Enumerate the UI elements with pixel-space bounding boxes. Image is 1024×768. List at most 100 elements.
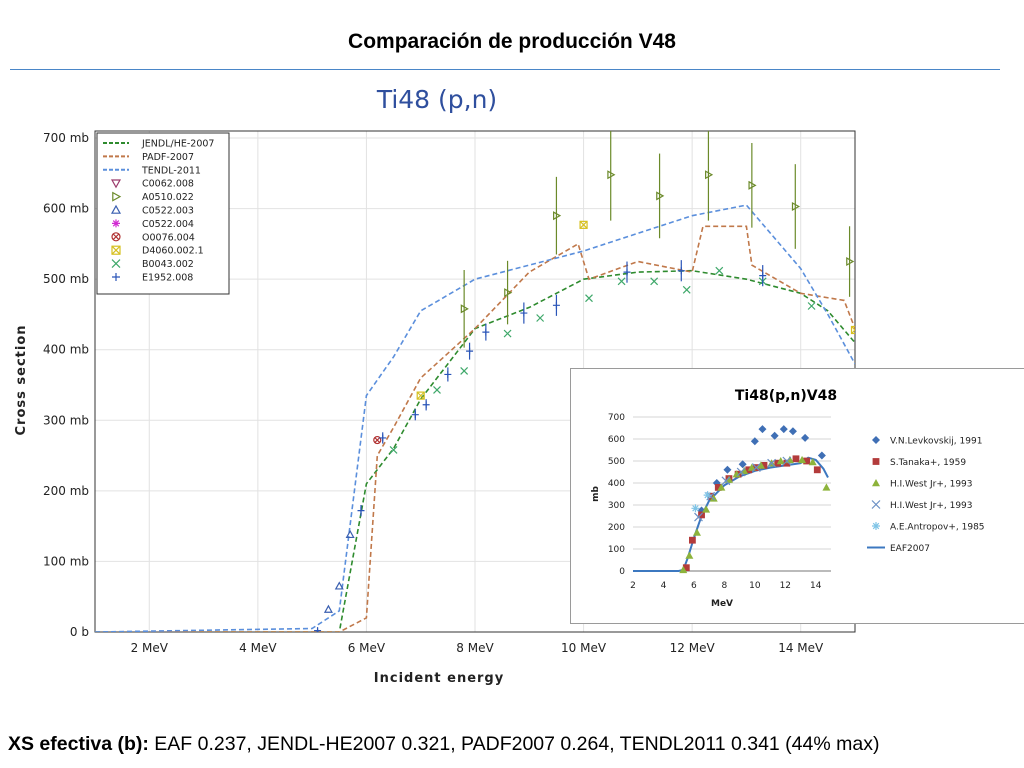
- y-tick-label: 0 b: [70, 625, 89, 639]
- inset-legend-marker: [871, 500, 881, 509]
- legend-marker: [112, 219, 120, 228]
- inset-y-tick-label: 400: [608, 479, 625, 489]
- series-line-jendl-he-2007: [95, 269, 855, 632]
- x-tick-label: 14 MeV: [778, 641, 824, 655]
- data-point-e1952-008: [357, 507, 365, 515]
- inset-x-axis-label: MeV: [711, 599, 733, 609]
- data-point-b0043-002: [807, 302, 816, 310]
- inset-y-tick-label: 600: [608, 435, 625, 445]
- inset-data-point-h-i-west-jr-1993-2: [808, 458, 817, 466]
- data-point-b0043-002: [389, 446, 398, 454]
- series-line-tendl-2011: [95, 204, 855, 632]
- inset-legend-label: S.Tanaka+, 1959: [890, 458, 966, 468]
- data-point-b0043-002: [682, 285, 691, 294]
- data-point-a0510-022: [748, 180, 757, 190]
- data-point-e1952-008: [482, 328, 490, 336]
- data-point-b0043-002: [715, 266, 724, 275]
- data-point-a0510-022: [607, 170, 616, 180]
- inset-data-point-a-e-antropov-1985-4: [691, 504, 700, 513]
- data-point-e1952-008: [623, 268, 631, 276]
- main-chart-title: Ti48 (p,n): [376, 85, 497, 114]
- legend-marker: [110, 204, 122, 214]
- y-tick-label: 600 mb: [43, 202, 89, 216]
- x-tick-label: 10 MeV: [561, 641, 607, 655]
- inset-chart: Ti48(p,n)V48 0 100 200 300 400 500 600 700 2 4 6 8 10…: [591, 388, 985, 609]
- inset-data-point-h-i-west-jr-1993-2: [747, 463, 756, 471]
- inset-data-point-s-tanaka-1959-1: [803, 457, 811, 465]
- inset-data-point-s-tanaka-1959-1: [792, 455, 800, 463]
- inset-y-tick-label: 300: [608, 501, 625, 511]
- data-point-b0043-002: [617, 277, 626, 286]
- legend-label: C0522.004: [142, 219, 194, 230]
- y-tick-label: 400 mb: [43, 343, 89, 357]
- data-point-e1952-008: [411, 411, 419, 419]
- data-point-e1952-008: [444, 370, 452, 378]
- inset-data-point-s-tanaka-1959-1: [682, 564, 690, 572]
- inset-x-tick-label: 8: [722, 581, 728, 591]
- x-tick-label: 12 MeV: [670, 641, 716, 655]
- inset-data-point-v-n-levkovskij-1991-0: [770, 431, 779, 440]
- slide-title: Comparación de producción V48: [348, 30, 676, 53]
- legend-label: JENDL/HE-2007: [141, 139, 214, 150]
- y-tick-label: 200 mb: [43, 484, 89, 498]
- series-line-padf-2007: [95, 225, 855, 632]
- inset-x-tick-label: 2: [630, 581, 636, 591]
- inset-series-line-eaf2007: [633, 456, 829, 572]
- data-point-d4060-002-1: [579, 220, 588, 229]
- inset-data-point-h-i-west-jr-1993-2: [776, 457, 785, 465]
- inset-data-point-h-i-west-jr-1993-2: [709, 494, 718, 502]
- inset-data-point-h-i-west-jr-1993-2: [679, 565, 688, 574]
- inset-data-point-h-i-west-jr-1993-2: [685, 551, 694, 559]
- data-point-a0510-022: [553, 211, 562, 221]
- inset-data-point-s-tanaka-1959-1: [760, 462, 768, 469]
- inset-chart-panel: Ti48(p,n)V48 0 100 200 300 400 500 600 700 2 4 6 8 10…: [570, 368, 1024, 624]
- y-tick-label: 500 mb: [43, 272, 89, 286]
- inset-y-tick-label: 700: [608, 413, 625, 423]
- inset-data-point-v-n-levkovskij-1991-0: [723, 465, 732, 474]
- data-point-d4060-002-1: [416, 391, 425, 400]
- inset-legend-marker: [872, 479, 880, 487]
- data-point-d4060-002-1: [850, 325, 855, 335]
- x-tick-label: 4 MeV: [239, 641, 277, 655]
- legend-label: E1952.008: [142, 273, 193, 284]
- data-point-a0510-022: [504, 288, 513, 298]
- inset-x-tick-label: 12: [780, 581, 791, 591]
- legend-marker: [112, 191, 122, 202]
- inset-x-tick-label: 4: [661, 581, 667, 591]
- y-tick-label: 100 mb: [43, 554, 89, 568]
- data-point-e1952-008: [466, 347, 474, 355]
- inset-y-axis-label: mb: [591, 486, 601, 502]
- legend-marker: [111, 232, 121, 242]
- inset-title: Ti48(p,n)V48: [735, 388, 837, 404]
- title-divider: [10, 69, 1000, 70]
- inset-data-point-a-e-antropov-1985-4: [703, 491, 712, 500]
- inset-data-point-v-n-levkovskij-1991-0: [758, 425, 767, 434]
- inset-data-point-v-n-levkovskij-1991-0: [738, 460, 747, 469]
- y-tick-label: 300 mb: [43, 413, 89, 427]
- inset-data-point-h-i-west-jr-1993-2: [756, 461, 765, 469]
- inset-y-tick-label: 500: [608, 457, 625, 467]
- data-point-a0510-022: [705, 170, 714, 180]
- inset-legend-marker: [872, 522, 880, 530]
- data-point-e1952-008: [314, 627, 322, 632]
- legend-label: B0043.002: [142, 259, 194, 270]
- data-point-c0522-003: [334, 581, 344, 590]
- inset-data-point-h-i-west-jr-1993-2: [732, 470, 741, 478]
- inset-y-tick-label: 0: [619, 567, 625, 577]
- legend-label: PADF-2007: [142, 152, 194, 163]
- inset-legend-label: H.I.West Jr+, 1993: [890, 501, 973, 511]
- inset-data-point-s-tanaka-1959-1: [813, 466, 821, 474]
- inset-legend-label: EAF2007: [890, 544, 930, 554]
- inset-data-point-h-i-west-jr-1993-3: [736, 467, 746, 477]
- data-point-b0043-002: [650, 277, 659, 286]
- data-point-b0043-002: [536, 314, 545, 322]
- data-point-b0043-002: [433, 386, 441, 394]
- data-point-b0043-002: [585, 294, 593, 303]
- inset-y-tick-label: 200: [608, 523, 625, 533]
- inset-data-point-h-i-west-jr-1993-3: [721, 476, 731, 486]
- inset-legend-label: H.I.West Jr+, 1993: [890, 480, 973, 490]
- inset-data-point-v-n-levkovskij-1991-0: [750, 437, 759, 446]
- inset-legend-label: A.E.Antropov+, 1985: [890, 523, 985, 533]
- inset-data-point-v-n-levkovskij-1991-0: [801, 433, 810, 442]
- inset-x-tick-label: 6: [691, 581, 697, 591]
